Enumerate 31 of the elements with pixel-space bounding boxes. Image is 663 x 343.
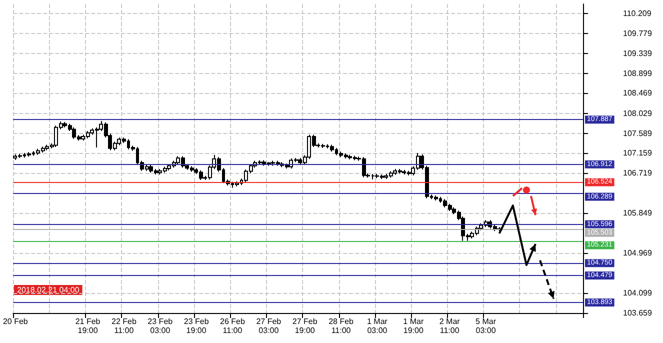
y-tick-label: 105.849 (623, 208, 652, 218)
x-tick-label: 2 Mar 11:00 (439, 317, 460, 335)
x-tick-label: 5 Mar 03:00 (476, 317, 496, 335)
y-tick-label: 108.469 (623, 88, 652, 98)
y-tick-label: 104.099 (623, 288, 652, 298)
y-tick-label: 103.659 (623, 308, 652, 318)
x-tick-label: 22 Feb 11:00 (112, 317, 137, 335)
y-tick-label: 109.779 (623, 28, 652, 38)
candlestick (434, 194, 438, 202)
x-tick-label: 27 Feb 19:00 (292, 317, 318, 335)
x-tick-label: 1 Mar 03:00 (366, 317, 388, 335)
x-tick-label: 26 Feb 11:00 (220, 317, 246, 335)
x-tick-label: 21 Feb 19:00 (75, 317, 101, 335)
x-tick-label: 23 Feb 19:00 (184, 317, 210, 335)
y-tick-label: 107.589 (623, 128, 652, 138)
candlestick (330, 144, 334, 152)
y-tick-label: 107.159 (623, 148, 652, 158)
x-tick-label: 20 Feb (2, 317, 28, 326)
y-tick-label: 108.899 (623, 69, 652, 78)
y-tick-label: 106.719 (623, 168, 652, 178)
y-tick-label: 108.029 (623, 108, 652, 118)
x-tick-label: 23 Feb 03:00 (148, 317, 174, 335)
x-tick-label: 1 Mar 19:00 (403, 317, 424, 335)
annotation: 2018.02.21 04:00 (17, 286, 80, 294)
x-tick-label: 27 Feb 03:00 (256, 317, 282, 335)
x-tick-label: 28 Feb 11:00 (328, 317, 354, 335)
y-tick-label: 110.209 (623, 9, 652, 18)
y-tick-label: 109.339 (623, 48, 652, 58)
candlestick (235, 180, 239, 187)
candlestick (27, 152, 31, 158)
y-tick-label: 104.969 (623, 248, 652, 258)
